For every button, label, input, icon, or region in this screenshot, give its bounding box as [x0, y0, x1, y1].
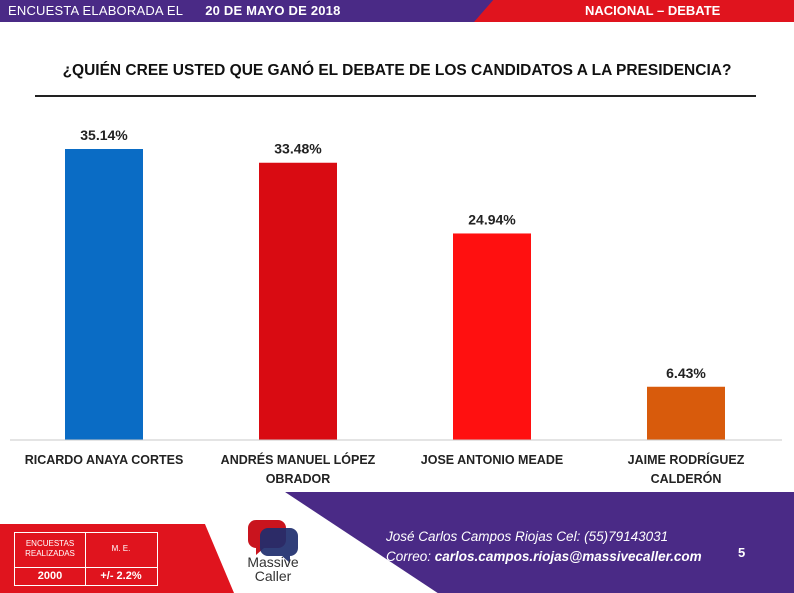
header-band: ENCUESTA ELABORADA EL 20 DE MAYO DE 2018 …	[0, 0, 794, 22]
chart-question: ¿QUIÉN CREE USTED QUE GANÓ EL DEBATE DE …	[62, 62, 732, 79]
category-label-3: JOSE ANTONIO MEADE	[402, 451, 582, 470]
bar-value-label-3: 24.94%	[468, 211, 516, 227]
category-label-line: CALDERÓN	[650, 472, 722, 486]
bar-value-label-4: 6.43%	[666, 365, 706, 381]
survey-date: 20 DE MAYO DE 2018	[205, 3, 341, 18]
encuestas-value: 2000	[37, 570, 63, 582]
massive-caller-logo	[248, 520, 298, 563]
category-label-4: JAIME RODRÍGUEZ CALDERÓN	[596, 451, 776, 489]
title-divider	[35, 95, 756, 97]
encuestas-label: ENCUESTAS REALIZADAS	[25, 539, 75, 558]
logo-text-line2: Caller	[254, 568, 292, 584]
survey-info: ENCUESTA ELABORADA EL 20 DE MAYO DE 2018	[8, 3, 341, 18]
category-label-line: ANDRÉS MANUEL LÓPEZ	[220, 453, 376, 467]
contact-email: carlos.campos.riojas@massivecaller.com	[434, 549, 702, 564]
bar-1	[65, 149, 143, 440]
stats-divider-horizontal	[15, 567, 157, 568]
contact-email-label: Correo:	[386, 549, 432, 564]
bar-2	[259, 162, 337, 440]
page-number: 5	[738, 545, 746, 560]
survey-stats-table: ENCUESTAS REALIZADAS M. E. 2000 +/- 2.2%	[14, 532, 158, 586]
contact-info: José Carlos Campos Riojas Cel: (55)79143…	[386, 527, 702, 567]
contact-email-line: Correo: carlos.campos.riojas@massivecall…	[386, 547, 702, 567]
section-title: NACIONAL – DEBATE	[585, 3, 721, 18]
logo-text-line1: Massive	[247, 554, 299, 570]
bar-3	[453, 233, 531, 440]
contact-phone: José Carlos Campos Riojas Cel: (55)79143…	[386, 529, 669, 544]
logo-wordmark: Massive Caller	[238, 555, 308, 583]
category-label-line: RICARDO ANAYA CORTES	[24, 453, 184, 467]
survey-label: ENCUESTA ELABORADA EL	[8, 3, 184, 18]
category-label-1: RICARDO ANAYA CORTES	[14, 451, 194, 470]
me-value: +/- 2.2%	[100, 570, 142, 582]
bar-chart: 35.14% 33.48% 24.94% 6.43%	[10, 127, 782, 441]
stats-divider-vertical	[85, 533, 86, 585]
me-label: M. E.	[111, 544, 131, 553]
category-label-line: JAIME RODRÍGUEZ	[627, 453, 745, 467]
category-label-2: ANDRÉS MANUEL LÓPEZ OBRADOR	[208, 451, 388, 489]
header-red-band	[474, 0, 794, 22]
bar-value-label-1: 35.14%	[80, 127, 128, 143]
bar-4	[647, 386, 725, 440]
bar-value-label-2: 33.48%	[274, 141, 322, 157]
header-purple-band	[0, 0, 560, 22]
category-label-line: JOSE ANTONIO MEADE	[420, 453, 564, 467]
category-label-line: OBRADOR	[265, 472, 331, 486]
footer	[0, 492, 794, 593]
